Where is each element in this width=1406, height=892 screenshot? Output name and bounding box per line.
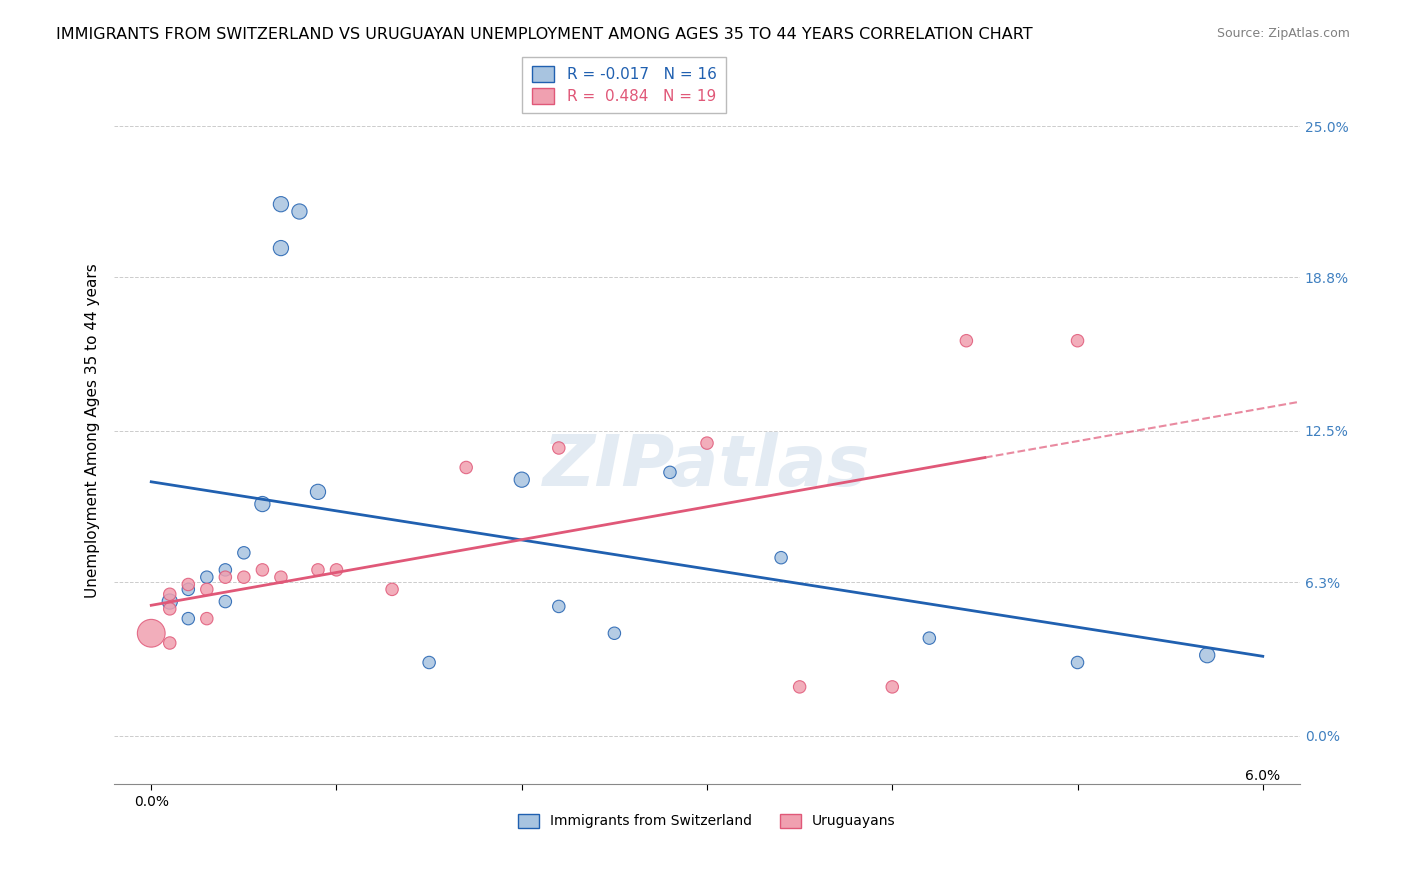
Point: [214, 563, 236, 577]
Point: [1066, 656, 1088, 670]
Point: [1066, 334, 1088, 348]
Point: [252, 563, 274, 577]
Point: [195, 582, 218, 597]
Point: [177, 577, 200, 591]
Text: IMMIGRANTS FROM SWITZERLAND VS URUGUAYAN UNEMPLOYMENT AMONG AGES 35 TO 44 YEARS : IMMIGRANTS FROM SWITZERLAND VS URUGUAYAN…: [56, 27, 1033, 42]
Y-axis label: Unemployment Among Ages 35 to 44 years: Unemployment Among Ages 35 to 44 years: [86, 263, 100, 599]
Point: [918, 631, 941, 645]
Point: [418, 656, 440, 670]
Point: [232, 546, 254, 560]
Point: [195, 570, 218, 584]
Point: [603, 626, 626, 640]
Point: [270, 241, 292, 255]
Point: [659, 466, 682, 480]
Point: [325, 563, 347, 577]
Point: [547, 599, 569, 614]
Point: [159, 636, 181, 650]
Point: [456, 460, 478, 475]
Point: [232, 570, 254, 584]
Point: [141, 626, 163, 640]
Point: [214, 594, 236, 608]
Point: [381, 582, 404, 597]
Point: [789, 680, 811, 694]
Point: [270, 570, 292, 584]
Point: [770, 550, 793, 565]
Point: [696, 436, 718, 450]
Point: [955, 334, 977, 348]
Point: [307, 484, 329, 499]
Point: [882, 680, 904, 694]
Point: [159, 602, 181, 616]
Text: 6.0%: 6.0%: [1246, 769, 1281, 782]
Point: [159, 587, 181, 601]
Point: [252, 497, 274, 511]
Point: [547, 441, 569, 455]
Point: [214, 570, 236, 584]
Point: [307, 563, 329, 577]
Point: [1197, 648, 1219, 663]
Point: [177, 582, 200, 597]
Point: [270, 197, 292, 211]
Point: [288, 204, 311, 219]
Point: [159, 594, 181, 608]
Point: [510, 473, 533, 487]
Legend: Immigrants from Switzerland, Uruguayans: Immigrants from Switzerland, Uruguayans: [513, 808, 901, 834]
Point: [195, 612, 218, 626]
Point: [177, 612, 200, 626]
Text: Source: ZipAtlas.com: Source: ZipAtlas.com: [1216, 27, 1350, 40]
Text: ZIPatlas: ZIPatlas: [543, 432, 870, 500]
